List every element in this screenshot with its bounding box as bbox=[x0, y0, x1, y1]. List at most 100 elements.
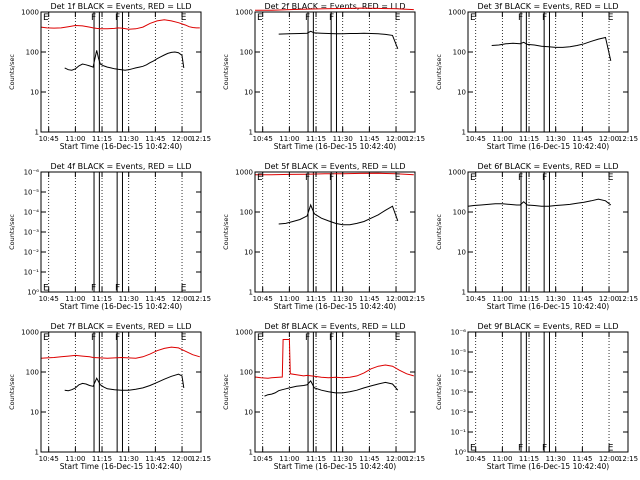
events-series-line bbox=[64, 50, 185, 71]
x-tick-label: 12:00 bbox=[386, 135, 406, 143]
x-tick-label: 12:00 bbox=[599, 135, 619, 143]
plot-frame bbox=[467, 331, 629, 453]
y-tick-label: 10⁻⁶ bbox=[451, 329, 467, 337]
y-tick-label: 1 bbox=[35, 129, 39, 137]
x-tick-label: 11:30 bbox=[119, 295, 139, 303]
y-tick-label: 10 bbox=[244, 249, 253, 257]
x-tick-label: 12:15 bbox=[405, 135, 425, 143]
marker-label: E bbox=[608, 13, 614, 23]
x-tick-label: 11:15 bbox=[519, 295, 539, 303]
y-tick-label: 10⁻¹ bbox=[451, 429, 467, 437]
marker-label: F bbox=[518, 173, 523, 183]
y-tick-label: 10⁰ bbox=[27, 289, 39, 297]
marker-label: E bbox=[608, 173, 614, 183]
panel-title: Det 7f BLACK = Events, RED = LLD bbox=[50, 322, 191, 331]
panel-det-5: Det 5f BLACK = Events, RED = LLD 1 10 100 10… bbox=[222, 162, 425, 311]
x-axis-label: Start Time (16-Dec-15 10:42:40) bbox=[274, 302, 396, 311]
x-tick-label: 11:00 bbox=[65, 295, 85, 303]
y-tick-label: 100 bbox=[453, 49, 466, 57]
x-tick-label: 11:00 bbox=[279, 455, 299, 463]
marker-label: F bbox=[305, 333, 310, 343]
y-tick-label: 10 bbox=[457, 89, 466, 97]
panel-title: Det 2f BLACK = Events, RED = LLD bbox=[264, 2, 405, 11]
y-tick-label: 10 bbox=[244, 409, 253, 417]
panel-det-4: Det 4f BLACK = Events, RED = LLD 10⁰ 10⁻¹ 1… bbox=[8, 162, 211, 311]
marker-label: E bbox=[608, 443, 614, 453]
plot-frame bbox=[40, 171, 202, 293]
x-tick-label: 12:00 bbox=[599, 295, 619, 303]
marker-label: E bbox=[181, 13, 187, 23]
x-tick-label: 11:45 bbox=[145, 295, 165, 303]
panel-title: Det 9f BLACK = Events, RED = LLD bbox=[477, 322, 618, 331]
panel-det-3: Det 3f BLACK = Events, RED = LLD 1 10 100 10… bbox=[435, 2, 638, 151]
y-axis-label: Counts/sec bbox=[8, 374, 16, 410]
marker-label: E bbox=[395, 333, 401, 343]
x-tick-label: 11:45 bbox=[572, 295, 592, 303]
x-tick-label: 11:45 bbox=[359, 135, 379, 143]
y-tick-label: 10⁻³ bbox=[451, 389, 467, 397]
y-tick-label: 1000 bbox=[235, 329, 253, 337]
marker-label: E bbox=[43, 13, 49, 23]
panel-title: Det 3f BLACK = Events, RED = LLD bbox=[477, 2, 618, 11]
marker-label: F bbox=[91, 13, 96, 23]
events-series-line bbox=[64, 373, 185, 392]
marker-label: F bbox=[91, 333, 96, 343]
plot-frame bbox=[467, 11, 629, 133]
marker-label: F bbox=[91, 283, 96, 293]
x-tick-label: 11:15 bbox=[519, 455, 539, 463]
y-tick-label: 1000 bbox=[448, 169, 466, 177]
y-tick-label: 10⁻² bbox=[24, 249, 40, 257]
x-tick-label: 11:00 bbox=[279, 295, 299, 303]
x-tick-label: 11:15 bbox=[306, 295, 326, 303]
marker-label: E bbox=[43, 283, 49, 293]
x-tick-label: 11:30 bbox=[119, 455, 139, 463]
marker-label: F bbox=[115, 283, 120, 293]
x-tick-label: 11:00 bbox=[492, 455, 512, 463]
x-tick-label: 12:00 bbox=[172, 295, 192, 303]
x-tick-label: 11:45 bbox=[572, 455, 592, 463]
y-tick-label: 1000 bbox=[21, 9, 39, 17]
x-tick-label: 10:45 bbox=[466, 455, 486, 463]
x-tick-label: 11:30 bbox=[333, 295, 353, 303]
lld-series-line bbox=[255, 7, 414, 11]
marker-label: E bbox=[181, 333, 187, 343]
x-tick-label: 11:00 bbox=[492, 295, 512, 303]
events-series-line bbox=[491, 36, 612, 62]
x-tick-label: 11:30 bbox=[546, 295, 566, 303]
marker-label: E bbox=[395, 13, 401, 23]
panel-title: Det 1f BLACK = Events, RED = LLD bbox=[50, 2, 191, 11]
events-series-line bbox=[467, 198, 612, 207]
marker-label: F bbox=[329, 13, 334, 23]
marker-label: E bbox=[470, 173, 476, 183]
y-tick-label: 10 bbox=[244, 89, 253, 97]
x-tick-label: 10:45 bbox=[253, 135, 273, 143]
marker-label: F bbox=[329, 173, 334, 183]
panel-det-6: Det 6f BLACK = Events, RED = LLD 1 10 100 10… bbox=[435, 162, 638, 311]
y-tick-label: 1000 bbox=[235, 9, 253, 17]
plot-frame bbox=[254, 171, 416, 293]
x-axis-label: Start Time (16-Dec-15 10:42:40) bbox=[60, 302, 182, 311]
x-tick-label: 10:45 bbox=[253, 455, 273, 463]
y-tick-label: 10⁻³ bbox=[24, 229, 40, 237]
x-tick-label: 12:15 bbox=[618, 295, 638, 303]
plot-frame bbox=[40, 11, 202, 133]
marker-label: F bbox=[305, 173, 310, 183]
marker-label: F bbox=[518, 443, 523, 453]
y-tick-label: 1 bbox=[249, 289, 253, 297]
marker-label: F bbox=[305, 13, 310, 23]
plot-frame bbox=[467, 171, 629, 293]
y-tick-label: 10⁻⁴ bbox=[24, 209, 40, 217]
x-axis-label: Start Time (16-Dec-15 10:42:40) bbox=[60, 142, 182, 151]
marker-label: E bbox=[257, 333, 263, 343]
y-tick-label: 100 bbox=[453, 209, 466, 217]
y-tick-label: 10⁻² bbox=[451, 409, 467, 417]
x-tick-label: 12:15 bbox=[191, 455, 211, 463]
lld-series-line bbox=[40, 346, 200, 359]
x-tick-label: 12:15 bbox=[405, 295, 425, 303]
marker-label: E bbox=[470, 443, 476, 453]
x-tick-label: 11:15 bbox=[92, 295, 112, 303]
marker-label: F bbox=[542, 443, 547, 453]
panel-title: Det 6f BLACK = Events, RED = LLD bbox=[477, 162, 618, 171]
x-tick-label: 11:15 bbox=[92, 455, 112, 463]
